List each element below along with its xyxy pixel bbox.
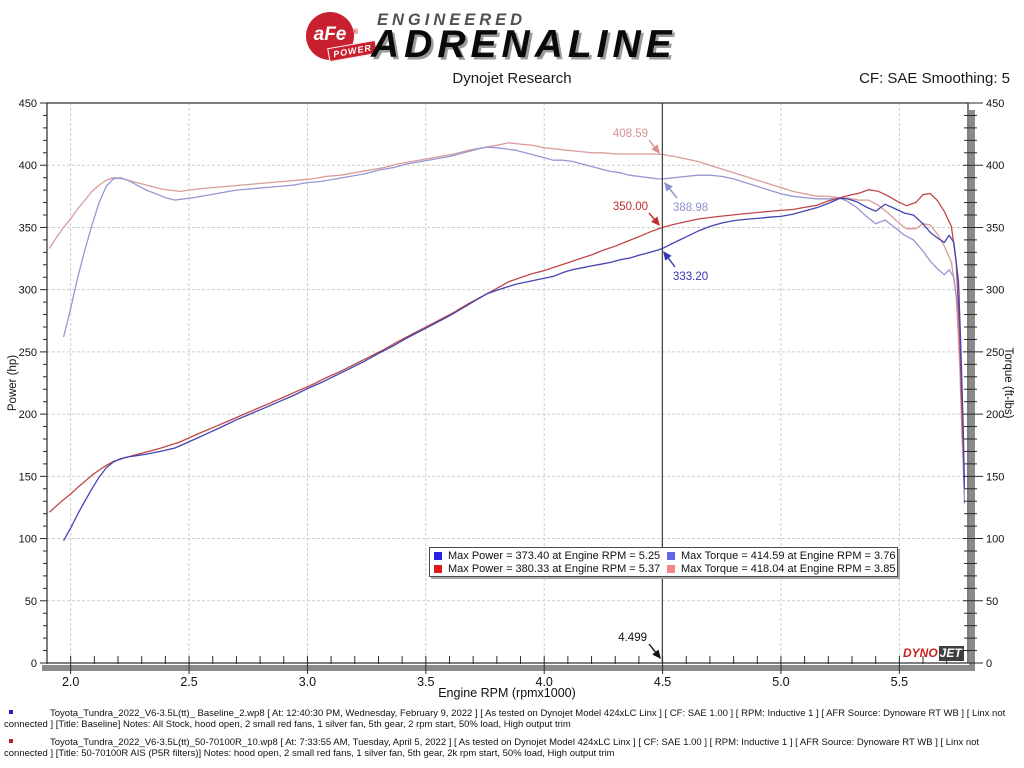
dynojet-logo-jet: JET xyxy=(938,646,964,661)
dynojet-logo-dyno: DYNO xyxy=(903,646,938,660)
svg-text:250: 250 xyxy=(19,347,37,359)
svg-text:100: 100 xyxy=(19,534,37,546)
svg-text:350: 350 xyxy=(19,222,37,234)
svg-text:300: 300 xyxy=(19,285,37,297)
afe-logo-circle: aFe ® POWER xyxy=(306,12,378,63)
svg-text:2.5: 2.5 xyxy=(180,675,197,689)
plot-shadow-right xyxy=(969,110,975,671)
footnote-baseline-run: Toyota_Tundra_2022_V6-3.5L(tt)_ Baseline… xyxy=(4,708,1020,730)
y-axis-label-right: Torque (ft-lbs) xyxy=(1002,348,1014,419)
annotation-value: 388.98 xyxy=(673,202,708,214)
legend-item: Max Torque = 414.59 at Engine RPM = 3.76 xyxy=(667,549,895,562)
annotation-350.00: 350.00 xyxy=(613,201,660,226)
footnote-text: Toyota_Tundra_2022_V6-3.5L(tt)_ Baseline… xyxy=(4,708,1006,730)
svg-text:400: 400 xyxy=(19,160,37,172)
axis-ticks xyxy=(40,102,983,674)
plot-shadow-bottom xyxy=(42,665,975,671)
legend-swatch-icon xyxy=(434,564,442,573)
page-title: Dynojet Research xyxy=(452,70,572,87)
svg-text:150: 150 xyxy=(986,471,1004,483)
legend-text: Max Power = 373.40 at Engine RPM = 5.25 xyxy=(448,549,661,562)
baseline-torque-curve xyxy=(62,146,966,504)
svg-text:3.5: 3.5 xyxy=(417,675,434,689)
legend-box: Max Power = 373.40 at Engine RPM = 5.25 M… xyxy=(429,547,898,577)
svg-text:200: 200 xyxy=(19,409,37,421)
legend-item: Max Power = 373.40 at Engine RPM = 5.25 xyxy=(434,549,667,562)
axis-tick-labels: 0 0 50 50 100 100 150 150 200 200 250 250 300 300 350 3… xyxy=(19,98,1005,689)
svg-text:3.0: 3.0 xyxy=(299,675,316,689)
y-axis-label-left: Power (hp) xyxy=(7,355,19,411)
svg-text:5.5: 5.5 xyxy=(891,675,908,689)
afe-brand-logo: aFe ® POWER ENGINEERED ADRENALINE xyxy=(300,4,730,66)
plot-border xyxy=(46,102,969,664)
legend-item: Max Power = 380.33 at Engine RPM = 5.37 xyxy=(434,562,667,575)
svg-text:0: 0 xyxy=(986,658,992,670)
baseline-power-curve xyxy=(63,197,966,542)
x-axis-label: Engine RPM (rpmx1000) xyxy=(438,686,576,700)
run-footnotes: Toyota_Tundra_2022_V6-3.5L(tt)_ Baseline… xyxy=(4,708,1020,766)
legend-text: Max Torque = 414.59 at Engine RPM = 3.76 xyxy=(681,549,896,562)
annotation-value: 4.499 xyxy=(618,632,647,644)
svg-text:200: 200 xyxy=(986,409,1004,421)
afe-power-curve xyxy=(48,189,966,513)
cursor-annotations: 408.59 388.98 350.00 333.20 4.499 xyxy=(613,128,708,659)
svg-text:350: 350 xyxy=(986,222,1004,234)
svg-text:50: 50 xyxy=(25,596,37,608)
annotation-388.98: 388.98 xyxy=(664,182,708,214)
svg-text:150: 150 xyxy=(19,471,37,483)
legend-swatch-icon xyxy=(667,564,675,573)
svg-text:4.0: 4.0 xyxy=(536,675,553,689)
svg-text:4.5: 4.5 xyxy=(654,675,671,689)
smoothing-label: CF: SAE Smoothing: 5 xyxy=(859,70,1010,87)
footnote-text: Toyota_Tundra_2022_V6-3.5L(tt)_50-70100R… xyxy=(4,737,980,759)
legend-text: Max Power = 380.33 at Engine RPM = 5.37 xyxy=(448,562,661,575)
run-marker-blue xyxy=(9,710,13,714)
annotation-value: 408.59 xyxy=(613,128,648,140)
legend-item: Max Torque = 418.04 at Engine RPM = 3.85 xyxy=(667,562,895,575)
legend-swatch-icon xyxy=(667,551,675,560)
svg-text:2.0: 2.0 xyxy=(62,675,79,689)
dynojet-logo: DYNO JET xyxy=(903,646,964,661)
brand-line-adrenaline: ADRENALINE xyxy=(371,23,677,66)
svg-text:50: 50 xyxy=(986,596,998,608)
svg-text:250: 250 xyxy=(986,347,1004,359)
run-marker-red xyxy=(9,739,13,743)
plot-area[interactable] xyxy=(47,103,968,663)
svg-text:400: 400 xyxy=(986,160,1004,172)
brand-line-engineered: ENGINEERED xyxy=(377,11,527,29)
legend-text: Max Torque = 418.04 at Engine RPM = 3.85 xyxy=(681,562,896,575)
annotation-408.59: 408.59 xyxy=(613,128,660,154)
svg-text:5.0: 5.0 xyxy=(772,675,789,689)
afe-logo-text: aFe xyxy=(313,24,347,45)
annotation-4.499: 4.499 xyxy=(618,632,661,659)
svg-text:0: 0 xyxy=(31,658,37,670)
dyno-curves xyxy=(48,142,966,542)
annotation-333.20: 333.20 xyxy=(663,251,708,283)
svg-text:450: 450 xyxy=(986,98,1004,110)
svg-text:450: 450 xyxy=(19,98,37,110)
footnote-afe-run: Toyota_Tundra_2022_V6-3.5L(tt)_50-70100R… xyxy=(4,737,1020,759)
legend-swatch-icon xyxy=(434,551,442,560)
registered-mark: ® xyxy=(352,29,358,36)
afe-torque-curve xyxy=(48,142,966,496)
annotation-value: 333.20 xyxy=(673,271,708,283)
annotation-value: 350.00 xyxy=(613,201,648,213)
svg-text:300: 300 xyxy=(986,285,1004,297)
svg-text:100: 100 xyxy=(986,534,1004,546)
